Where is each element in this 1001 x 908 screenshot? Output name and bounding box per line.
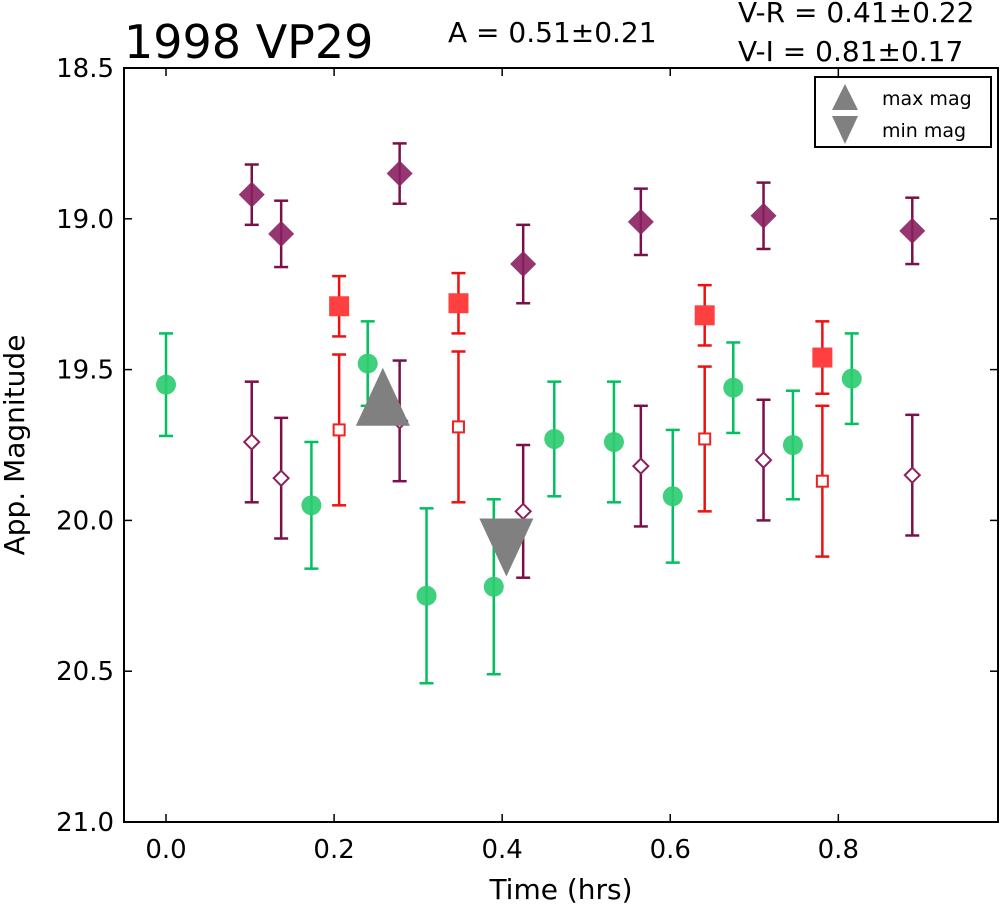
data-point-circle bbox=[416, 585, 437, 606]
x-tick-label: 0.6 bbox=[650, 835, 691, 865]
data-point-diamond bbox=[386, 160, 413, 187]
data-point-square bbox=[694, 305, 715, 326]
amplitude-label: A = 0.51±0.21 bbox=[448, 16, 657, 49]
data-point-circle bbox=[782, 435, 803, 455]
data-point-open-diamond bbox=[631, 457, 650, 476]
data-point-circle bbox=[662, 486, 683, 507]
plot-frame bbox=[123, 67, 999, 823]
chart-title: 1998 VP29 bbox=[124, 15, 373, 69]
data-point-open-square bbox=[451, 420, 465, 434]
x-tick-label: 0.4 bbox=[481, 835, 522, 865]
legend-max-mag-icon bbox=[832, 84, 858, 110]
data-point-open-diamond bbox=[272, 469, 291, 488]
x-axis-label: Time (hrs) bbox=[488, 873, 632, 904]
max-mag-marker bbox=[355, 367, 410, 426]
x-tick-label: 0.0 bbox=[145, 835, 186, 865]
data-point-diamond bbox=[627, 208, 654, 235]
data-point-open-square bbox=[815, 474, 829, 488]
data-point-diamond bbox=[510, 251, 537, 278]
y-tick-label: 18.5 bbox=[56, 54, 114, 84]
legend-max-mag-label: max mag bbox=[882, 88, 972, 110]
data-point-diamond bbox=[268, 220, 295, 247]
x-tick-label: 0.2 bbox=[313, 835, 354, 865]
axis-ticks: 0.0 0.2 0.4 0.6 0.8 18.5 19.0 19.5 20.0 20.5 21.0 bbox=[56, 54, 998, 865]
data-point-open-diamond bbox=[514, 502, 533, 521]
x-tick-label: 0.8 bbox=[818, 835, 859, 865]
data-point-square bbox=[329, 296, 350, 317]
y-tick-label: 21.0 bbox=[56, 808, 114, 838]
data-point-circle bbox=[357, 353, 378, 374]
y-axis-label: App. Magnitude bbox=[0, 335, 31, 556]
data-point-diamond bbox=[750, 202, 777, 229]
data-point-open-square bbox=[332, 423, 346, 437]
legend-min-mag-icon bbox=[832, 116, 858, 144]
y-tick-label: 19.0 bbox=[56, 205, 114, 235]
data-point-square bbox=[812, 347, 833, 368]
data-point-square bbox=[448, 293, 469, 314]
plot-area bbox=[156, 142, 926, 685]
data-point-circle bbox=[841, 368, 862, 389]
data-point-circle bbox=[544, 428, 565, 449]
data-point-circle bbox=[483, 576, 504, 597]
data-point-circle bbox=[603, 431, 624, 452]
data-point-open-diamond bbox=[242, 433, 261, 451]
color-index-vr: V-R = 0.41±0.22 bbox=[738, 0, 974, 29]
min-mag-marker bbox=[479, 518, 534, 577]
y-tick-label: 19.5 bbox=[56, 356, 114, 386]
data-point-diamond bbox=[899, 217, 926, 244]
data-point-circle bbox=[723, 377, 744, 398]
data-point-open-square bbox=[698, 432, 712, 446]
y-tick-label: 20.5 bbox=[56, 657, 114, 687]
y-tick-label: 20.0 bbox=[56, 506, 114, 536]
data-point-open-diamond bbox=[903, 466, 922, 485]
data-point-circle bbox=[156, 374, 177, 395]
color-index-vi: V-I = 0.81±0.17 bbox=[738, 35, 963, 68]
legend-min-mag-label: min mag bbox=[882, 120, 966, 142]
data-point-circle bbox=[301, 495, 322, 516]
data-point-open-diamond bbox=[754, 451, 773, 469]
legend: max mag min mag bbox=[814, 76, 992, 148]
data-point-diamond bbox=[238, 181, 265, 208]
